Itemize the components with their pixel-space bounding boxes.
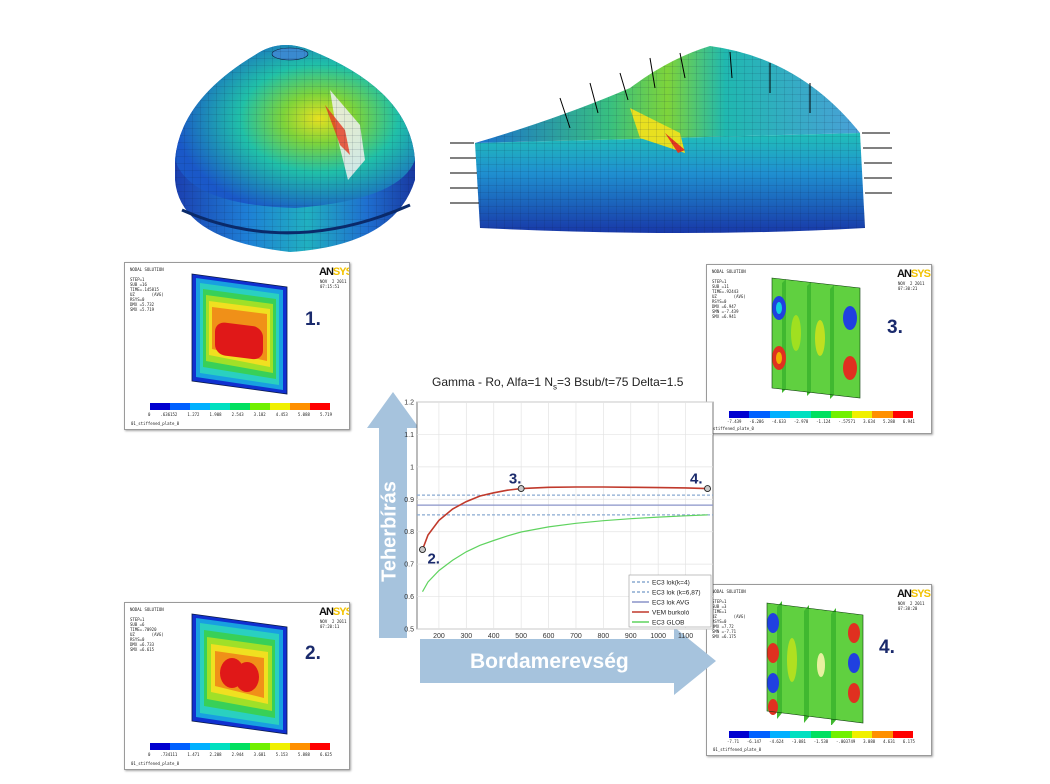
stiffened-plate-contour [771,277,861,399]
plot-date: NOV 2 2011 07:30:21 [898,281,925,291]
x-tick-label: 300 [460,633,472,640]
plot-footer: 01_stiffened_plate_0 [713,747,762,752]
panel-number: 3. [887,317,903,338]
x-tick-label: 700 [570,633,582,640]
ansys-logo: ANSYS [897,268,931,280]
marker-point [517,485,525,493]
cut-shell-load-view [450,46,892,233]
legend-ticks: -7.71 -6.147 -4.624 -3.081 -1.538 -.003749 3.0… [727,739,915,744]
y-tick-label: 0.9 [404,497,414,504]
legend-label: VEM burkoló [652,610,690,617]
color-legend-bar [729,411,913,418]
x-tick-label: 1100 [678,633,693,640]
legend-ticks: 0.734111 1.471 2.208 2.944 3.681 5.153 5.888 6.… [148,752,332,757]
horizontal-arrow [420,627,716,695]
ansys-logo: ANSYS [897,588,931,600]
load-arrows [450,51,892,204]
y-tick-label: 1.2 [404,400,414,407]
legend-label: EC3 lok (k=6,87) [652,590,701,597]
contour-plot-3: NODAL SOLUTION STEP=1 SUB =11 TIME=.9244… [706,264,932,434]
y-tick-label: 0.7 [404,562,414,569]
panel-number: 2. [305,643,321,664]
plot-header: NODAL SOLUTION STEP=1 SUB =11 TIME=.9244… [712,269,746,319]
panel-number: 1. [305,309,321,330]
marker-point [704,485,711,493]
color-legend-bar [150,403,330,410]
plot-date: NOV 2 2011 07:38:20 [898,601,925,611]
series-line [421,486,708,550]
plate-contour [191,613,288,735]
x-tick-label: 1000 [650,633,666,640]
vertical-arrow [367,392,419,638]
panel-number: 4. [879,637,895,658]
marker-point [419,546,426,554]
ansys-logo: ANSYS [319,266,349,278]
contour-plot-2: NODAL SOLUTION STEP=1 SUB =6 TIME=.70920… [124,602,350,770]
plot-header: NODAL SOLUTION STEP=1 SUB =6 TIME=.70920… [130,607,164,652]
plot-date: NOV 2 2011 07:15:51 [320,279,347,289]
y-tick-label: 0.5 [404,627,414,634]
plot-header: NODAL SOLUTION STEP=1 SUB =3 TIME=1 UZ (… [712,589,746,639]
plot-footer: 01_stiffened_plate_0 [131,761,180,766]
x-tick-label: 600 [543,633,555,640]
stiffened-plate-contour [766,601,864,725]
y-tick-label: 0.6 [404,594,414,601]
legend-label: EC3 GLOB [652,620,685,627]
chart-title: Gamma - Ro, Alfa=1 Ns=3 Bsub/t=75 Delta=… [432,375,684,392]
marker-label: 3. [509,471,522,488]
legend-ticks: 0.636152 1.272 1.908 2.543 3.182 4.453 5.088 5.… [148,412,332,417]
x-tick-label: 200 [433,633,445,640]
plate-contour [191,273,288,395]
x-tick-label: 400 [488,633,500,640]
y-tick-label: 1 [410,464,414,471]
legend-label: EC3 lok AVG [652,600,689,607]
y-tick-label: 0.8 [404,529,414,536]
y-tick-label: 1.1 [404,432,414,439]
dome-shell-view [175,45,415,252]
x-tick-label: 800 [598,633,610,640]
legend-label: EC3 lok(k=4) [652,580,690,587]
horizontal-arrow-label: Bordamerevség [470,650,629,673]
legend-box [628,574,712,628]
color-legend-bar [729,731,913,738]
ansys-logo: ANSYS [319,606,349,618]
x-tick-label: 500 [515,633,527,640]
marker-label: 4. [690,471,703,488]
x-tick-label: 900 [625,633,637,640]
contour-plot-4: NODAL SOLUTION STEP=1 SUB =3 TIME=1 UZ (… [706,584,932,756]
marker-label: 2. [427,551,440,568]
plot-header: NODAL SOLUTION STEP=1 SUB =16 TIME=.1458… [130,267,164,312]
plot-footer: 01_stiffened_plate_0 [131,421,180,426]
series-line [421,514,708,592]
line-chart: 200 300 400 500 600 700 800 900 1000 1100 0.5 0.6 0.… [404,400,714,640]
legend-ticks: -7.439 -6.286 -4.633 -2.978 -1.124 -.57571 3.6… [727,419,915,424]
contour-plot-1: NODAL SOLUTION STEP=1 SUB =16 TIME=.1458… [124,262,350,430]
plot-footer: stiffened_plate_0 [713,426,754,431]
plot-date: NOV 2 2011 07:20:11 [320,619,347,629]
color-legend-bar [150,743,330,750]
